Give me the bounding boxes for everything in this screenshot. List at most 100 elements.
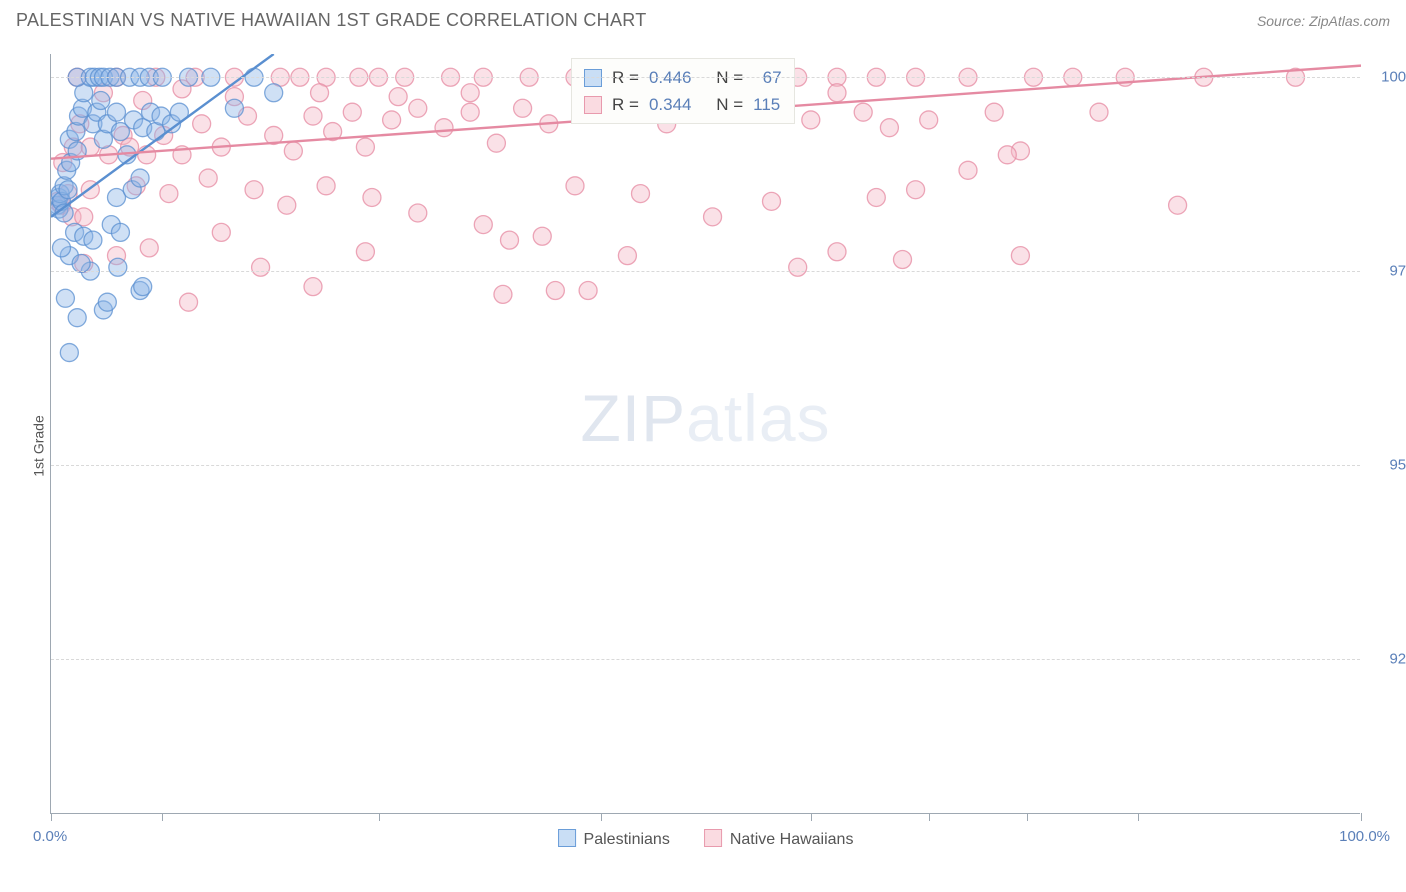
- data-point: [985, 103, 1003, 121]
- data-point: [68, 309, 86, 327]
- scatter-svg: [51, 54, 1361, 814]
- data-point: [109, 258, 127, 276]
- data-point: [92, 92, 110, 110]
- data-point: [304, 278, 322, 296]
- data-point: [546, 282, 564, 300]
- data-point: [304, 107, 322, 125]
- data-point: [461, 103, 479, 121]
- x-tick-mark: [601, 813, 602, 821]
- data-point: [59, 181, 77, 199]
- data-point: [907, 181, 925, 199]
- x-tick-max: 100.0%: [1339, 828, 1390, 845]
- data-point: [180, 293, 198, 311]
- swatch-pink-icon: [584, 96, 602, 114]
- data-point: [854, 103, 872, 121]
- data-point: [140, 239, 158, 257]
- data-point: [828, 84, 846, 102]
- y-tick-label: 97.5%: [1370, 263, 1406, 280]
- data-point: [278, 196, 296, 214]
- data-point: [138, 146, 156, 164]
- x-tick-mark: [1361, 813, 1362, 821]
- data-point: [356, 243, 374, 261]
- data-point: [389, 88, 407, 106]
- data-point: [494, 285, 512, 303]
- data-point: [265, 84, 283, 102]
- series-legend: Palestinians Native Hawaiians: [558, 829, 854, 849]
- chart-plot-area: ZIPatlas R = 0.446 N = 67 R = 0.344 N = …: [50, 54, 1360, 814]
- chart-title: PALESTINIAN VS NATIVE HAWAIIAN 1ST GRADE…: [16, 10, 647, 31]
- chart-header: PALESTINIAN VS NATIVE HAWAIIAN 1ST GRADE…: [0, 0, 1406, 37]
- data-point: [514, 99, 532, 117]
- data-point: [212, 223, 230, 241]
- y-tick-label: 92.5%: [1370, 650, 1406, 667]
- x-tick-mark: [51, 813, 52, 821]
- gridline: [51, 659, 1360, 660]
- data-point: [867, 188, 885, 206]
- n-value-2: 115: [753, 91, 780, 118]
- data-point: [134, 278, 152, 296]
- data-point: [959, 161, 977, 179]
- data-point: [199, 169, 217, 187]
- data-point: [72, 254, 90, 272]
- data-point: [435, 119, 453, 137]
- data-point: [802, 111, 820, 129]
- data-point: [618, 247, 636, 265]
- data-point: [880, 119, 898, 137]
- data-point: [828, 243, 846, 261]
- data-point: [311, 84, 329, 102]
- data-point: [409, 204, 427, 222]
- data-point: [998, 146, 1016, 164]
- swatch-blue-icon: [558, 829, 576, 847]
- data-point: [487, 134, 505, 152]
- data-point: [131, 169, 149, 187]
- data-point: [632, 185, 650, 203]
- data-point: [60, 344, 78, 362]
- swatch-pink-icon: [704, 829, 722, 847]
- data-point: [108, 103, 126, 121]
- data-point: [52, 239, 70, 257]
- x-tick-mark: [929, 813, 930, 821]
- data-point: [566, 177, 584, 195]
- x-tick-mark: [1027, 813, 1028, 821]
- data-point: [789, 258, 807, 276]
- data-point: [1011, 247, 1029, 265]
- data-point: [98, 293, 116, 311]
- data-point: [111, 223, 129, 241]
- data-point: [245, 181, 263, 199]
- data-point: [1169, 196, 1187, 214]
- chart-source: Source: ZipAtlas.com: [1257, 13, 1390, 29]
- y-tick-label: 95.0%: [1370, 457, 1406, 474]
- data-point: [1090, 103, 1108, 121]
- x-tick-mark: [1138, 813, 1139, 821]
- data-point: [317, 177, 335, 195]
- legend-row-hawaiians: R = 0.344 N = 115: [584, 91, 782, 118]
- data-point: [383, 111, 401, 129]
- data-point: [356, 138, 374, 156]
- x-tick-mark: [162, 813, 163, 821]
- data-point: [225, 99, 243, 117]
- data-point: [284, 142, 302, 160]
- data-point: [363, 188, 381, 206]
- data-point: [894, 251, 912, 269]
- legend-item-hawaiians: Native Hawaiians: [704, 829, 854, 849]
- r-value-2: 0.344: [649, 91, 692, 118]
- data-point: [252, 258, 270, 276]
- data-point: [501, 231, 519, 249]
- x-tick-min: 0.0%: [33, 828, 67, 845]
- data-point: [763, 192, 781, 210]
- data-point: [533, 227, 551, 245]
- legend-item-palestinians: Palestinians: [558, 829, 670, 849]
- data-point: [920, 111, 938, 129]
- gridline: [51, 77, 1360, 78]
- data-point: [56, 289, 74, 307]
- gridline: [51, 271, 1360, 272]
- data-point: [193, 115, 211, 133]
- gridline: [51, 465, 1360, 466]
- y-tick-label: 100.0%: [1370, 69, 1406, 86]
- data-point: [409, 99, 427, 117]
- x-tick-mark: [379, 813, 380, 821]
- data-point: [704, 208, 722, 226]
- data-point: [343, 103, 361, 121]
- y-axis-label: 1st Grade: [31, 415, 47, 476]
- data-point: [160, 185, 178, 203]
